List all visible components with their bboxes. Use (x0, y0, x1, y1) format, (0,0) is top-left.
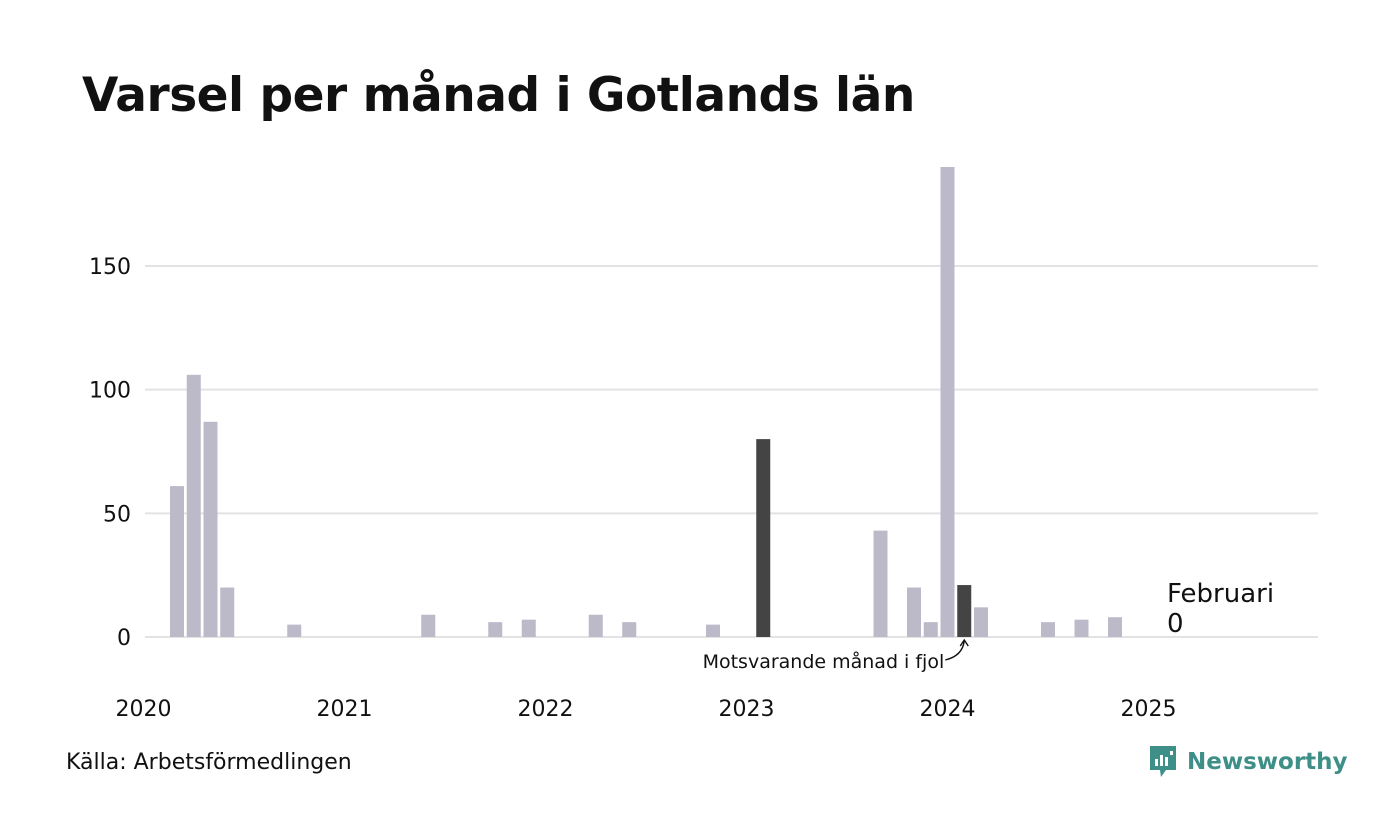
x-tick-label: 2024 (920, 697, 976, 722)
x-tick-label: 2023 (719, 697, 775, 722)
x-tick-label: 2025 (1121, 697, 1177, 722)
bar (622, 622, 637, 637)
bar (873, 530, 888, 637)
chart-bars (170, 167, 1122, 637)
bar (203, 421, 218, 637)
brand-name: Newsworthy (1187, 749, 1348, 775)
y-axis-ticks: 0 50 100 150 (89, 255, 131, 651)
bar (488, 622, 503, 637)
source-note: Källa: Arbetsförmedlingen (66, 750, 352, 775)
bar (1108, 617, 1122, 637)
bar-chart: 0 50 100 150 2020 2021 2022 2023 2024 2025 Motsv… (89, 167, 1318, 722)
bar (421, 614, 436, 637)
y-tick-label: 150 (89, 255, 131, 280)
x-tick-label: 2022 (518, 697, 574, 722)
annotation-group: Motsvarande månad i fjol (703, 638, 969, 673)
grid-lines (145, 264, 1318, 638)
y-tick-label: 100 (89, 379, 131, 404)
newsworthy-logo-icon (1150, 746, 1176, 777)
bar-highlight (756, 439, 771, 637)
bar (220, 587, 235, 637)
bar (923, 622, 938, 637)
bar (706, 624, 720, 637)
y-tick-label: 50 (103, 502, 131, 527)
y-tick-label: 0 (117, 626, 131, 651)
bar (1074, 619, 1089, 637)
annotation-label: Motsvarande månad i fjol (703, 650, 945, 673)
chart-title: Varsel per månad i Gotlands län (82, 68, 915, 123)
brand-logo: Newsworthy (1148, 744, 1348, 780)
bar (974, 607, 988, 637)
callout-value: 0 (1167, 609, 1184, 639)
bar (588, 614, 603, 637)
bar (287, 624, 302, 637)
x-tick-label: 2021 (317, 697, 373, 722)
bar-highlight (957, 585, 972, 637)
bar (907, 587, 921, 637)
bar (521, 619, 536, 637)
annotation-arrow (945, 640, 965, 661)
bar (940, 167, 955, 637)
bar (1041, 622, 1055, 637)
bar (170, 486, 184, 637)
bar (186, 374, 201, 637)
x-axis-ticks: 2020 2021 2022 2023 2024 2025 (116, 697, 1177, 722)
callout-month: Februari (1167, 579, 1274, 609)
x-tick-label: 2020 (116, 697, 172, 722)
annotation-arrowhead (959, 638, 969, 647)
